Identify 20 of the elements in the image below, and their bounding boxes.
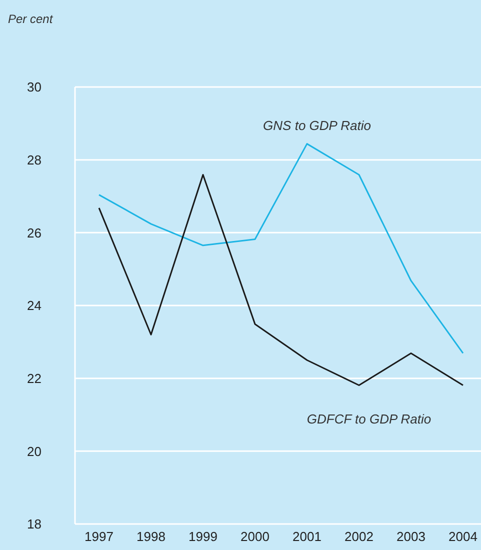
y-tick-label: 26 <box>27 225 42 240</box>
y-axis-title: Per cent <box>8 12 53 26</box>
x-tick-label: 2002 <box>344 529 374 544</box>
series-label: GNS to GDP Ratio <box>263 118 371 133</box>
x-tick-label: 2001 <box>292 529 322 544</box>
line-series <box>98 143 464 354</box>
x-tick-label: 1999 <box>188 529 218 544</box>
x-tick-label: 1997 <box>84 529 114 544</box>
y-tick-label: 20 <box>27 444 42 459</box>
x-tick-label: 2000 <box>240 529 270 544</box>
y-tick-label: 18 <box>27 516 42 532</box>
y-tick-label: 22 <box>27 370 42 386</box>
y-tick-label: 24 <box>27 298 42 314</box>
x-tick-label: 1998 <box>136 529 166 544</box>
y-tick-label: 30 <box>27 80 42 95</box>
line-series <box>98 174 464 386</box>
text: GDFCF to GDP Ratio <box>306 411 432 426</box>
y-tick-label: 28 <box>27 152 42 168</box>
x-tick-label: 2003 <box>396 529 426 544</box>
x-tick-label: 2004 <box>448 529 478 544</box>
